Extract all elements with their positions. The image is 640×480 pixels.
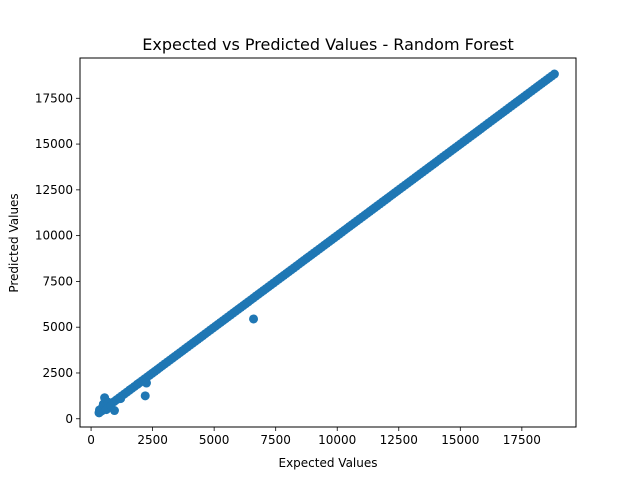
x-tick-label: 15000 [441, 433, 479, 447]
y-tick-label: 5000 [42, 320, 73, 334]
y-tick-label: 7500 [42, 274, 73, 288]
chart-title: Expected vs Predicted Values - Random Fo… [142, 35, 513, 54]
x-axis-label: Expected Values [278, 456, 377, 470]
data-point [140, 391, 150, 401]
y-axis-label: Predicted Values [7, 193, 21, 292]
data-point [141, 378, 151, 388]
x-tick-label: 17500 [503, 433, 541, 447]
y-tick-label: 17500 [35, 91, 73, 105]
y-tick-label: 10000 [35, 229, 73, 243]
data-point [249, 314, 259, 324]
x-tick-label: 5000 [199, 433, 230, 447]
y-tick-label: 15000 [35, 137, 73, 151]
y-tick-label: 0 [65, 412, 73, 426]
data-point [109, 406, 119, 416]
x-tick-label: 10000 [318, 433, 356, 447]
x-tick-label: 7500 [260, 433, 291, 447]
x-tick-label: 2500 [137, 433, 168, 447]
data-point [133, 379, 143, 389]
scatter-points [94, 69, 559, 418]
x-tick-label: 12500 [380, 433, 418, 447]
y-axis-ticks: 0 2500 5000 7500 10000 12500 15000 17500 [35, 91, 80, 426]
x-axis-ticks: 0 2500 5000 7500 10000 12500 15000 17500 [87, 427, 541, 447]
y-tick-label: 2500 [42, 366, 73, 380]
x-tick-label: 0 [87, 433, 95, 447]
data-point [116, 394, 126, 404]
y-tick-label: 12500 [35, 183, 73, 197]
plot-frame [79, 57, 577, 428]
data-point [549, 69, 559, 79]
